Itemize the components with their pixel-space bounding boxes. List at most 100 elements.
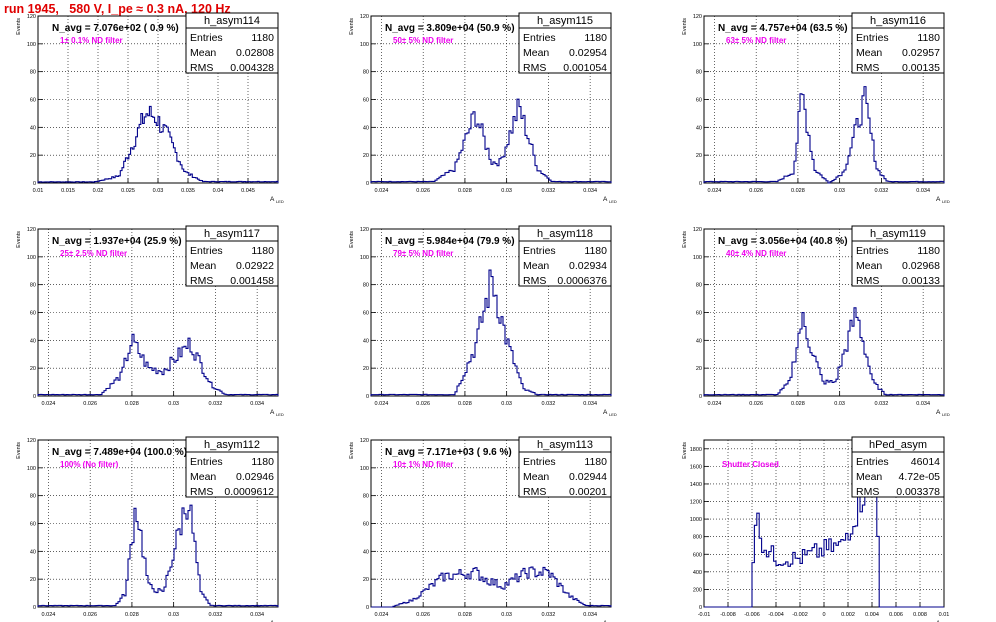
y-tick-label: 20 — [696, 366, 702, 372]
y-axis-label: Events — [682, 18, 688, 35]
x-tick-label: -0.002 — [792, 612, 808, 618]
stat-label: Mean — [856, 47, 882, 59]
filter-annotation: 25± 2.5% ND filter — [60, 249, 127, 258]
stat-value: 1180 — [917, 245, 940, 257]
y-tick-label: 120 — [360, 438, 369, 444]
x-tick-label: 0.024 — [708, 188, 722, 194]
histogram-panel-h_asym113: 0.024 0.026 0.028 0.03 0.032 0.034 0 20 40 60 80 10… — [349, 436, 612, 622]
stat-value: 0.02957 — [902, 47, 940, 59]
stat-value: 1180 — [251, 245, 274, 257]
x-tick-label: 0.035 — [181, 188, 195, 194]
x-axis-label: A — [603, 196, 608, 203]
x-tick-label: 0.045 — [241, 188, 255, 194]
y-tick-label: 20 — [363, 366, 369, 372]
y-tick-label: 120 — [27, 227, 36, 233]
n-avg-label: N_avg = 3.056e+04 (40.8 %) — [718, 236, 848, 247]
y-tick-label: 1000 — [690, 517, 702, 523]
x-tick-label: 0.024 — [42, 401, 56, 407]
x-tick-label: 0.028 — [458, 401, 472, 407]
y-tick-label: 120 — [693, 14, 702, 20]
n-avg-label: N_avg = 7.489e+04 (100.0 %) — [52, 447, 187, 458]
y-tick-label: 100 — [693, 42, 702, 48]
histogram-line — [370, 269, 612, 396]
y-tick-label: 60 — [30, 311, 36, 317]
stats-box — [518, 436, 612, 498]
y-axis-label: Events — [16, 231, 22, 248]
filter-annotation: 79± 5% ND filter — [393, 249, 453, 258]
stat-label: Entries — [856, 32, 889, 44]
x-tick-label: 0.034 — [916, 401, 930, 407]
stat-label: Entries — [190, 245, 223, 257]
y-tick-label: 100 — [360, 466, 369, 472]
x-tick-label: 0.032 — [542, 188, 556, 194]
x-tick-label: 0.034 — [583, 188, 597, 194]
histogram-panel-h_asym112: 0.024 0.026 0.028 0.03 0.032 0.034 0 20 40 60 80 10… — [16, 436, 279, 622]
y-tick-label: 60 — [30, 522, 36, 528]
y-axis-label: Events — [682, 442, 688, 459]
x-tick-label: 0.028 — [458, 612, 472, 618]
x-tick-label: -0.008 — [720, 612, 736, 618]
histogram-panel-h_asym118: 0.024 0.026 0.028 0.03 0.032 0.034 0 20 40 60 80 10… — [349, 225, 617, 417]
y-tick-label: 80 — [696, 283, 702, 289]
stats-box — [851, 225, 945, 287]
x-tick-label: 0.04 — [213, 188, 224, 194]
stat-value: 0.001458 — [230, 275, 274, 287]
stat-value: 46014 — [911, 456, 940, 468]
filter-annotation: Shutter Closed — [722, 460, 779, 469]
histogram-line — [371, 566, 612, 608]
stat-value: 4.72e-05 — [899, 471, 941, 483]
stat-label: Mean — [190, 260, 216, 272]
stat-value: 0.00201 — [569, 486, 607, 498]
histogram-name: h_asym119 — [870, 228, 926, 240]
stat-label: RMS — [190, 275, 213, 287]
y-tick-label: 1600 — [690, 464, 702, 470]
stat-value: 0.0009612 — [224, 486, 274, 498]
x-tick-label: 0.024 — [375, 612, 389, 618]
n-avg-label: N_avg = 1.937e+04 (25.9 %) — [52, 236, 182, 247]
stats-box — [851, 436, 945, 498]
x-tick-label: 0.032 — [209, 401, 223, 407]
x-axis-label: A — [936, 409, 941, 416]
y-tick-label: 1200 — [690, 500, 702, 506]
filter-annotation: 50± 5% ND filter — [393, 36, 453, 45]
x-tick-label: 0.034 — [583, 401, 597, 407]
stat-value: 1180 — [251, 32, 274, 44]
y-tick-label: 20 — [363, 153, 369, 159]
y-tick-label: 60 — [30, 98, 36, 104]
x-tick-label: 0.004 — [865, 612, 879, 618]
x-tick-label: 0.026 — [749, 188, 763, 194]
stat-label: Entries — [190, 456, 223, 468]
y-tick-label: 1800 — [690, 447, 702, 453]
x-tick-label: 0.006 — [889, 612, 903, 618]
y-tick-label: 0 — [33, 394, 36, 400]
x-axis-label: A — [270, 409, 275, 416]
x-tick-label: 0.034 — [916, 188, 930, 194]
stats-box — [185, 436, 279, 498]
histogram-name: h_asym116 — [870, 15, 926, 27]
y-axis-label: Events — [349, 18, 355, 35]
y-tick-label: 0 — [699, 394, 702, 400]
x-tick-label: 0.03 — [168, 612, 179, 618]
x-tick-label: 0.002 — [841, 612, 855, 618]
y-tick-label: 80 — [363, 283, 369, 289]
y-tick-label: 40 — [363, 549, 369, 555]
x-tick-label: -0.006 — [744, 612, 760, 618]
x-axis-label-sub: LED — [609, 412, 617, 417]
histogram-line — [37, 333, 279, 396]
y-tick-label: 20 — [30, 153, 36, 159]
stat-value: 0.0006376 — [557, 275, 607, 287]
y-tick-label: 20 — [696, 153, 702, 159]
histogram-line — [703, 86, 945, 184]
x-tick-label: 0.028 — [458, 188, 472, 194]
stat-value: 0.02934 — [569, 260, 607, 272]
y-tick-label: 100 — [27, 255, 36, 261]
histogram-name: h_asym115 — [537, 15, 593, 27]
stat-label: RMS — [856, 62, 879, 74]
stat-label: RMS — [190, 486, 213, 498]
x-tick-label: 0.028 — [125, 612, 139, 618]
x-tick-label: 0.025 — [121, 188, 135, 194]
filter-annotation: 63± 5% ND filter — [726, 36, 786, 45]
x-tick-label: 0.034 — [250, 401, 264, 407]
y-axis-label: Events — [682, 231, 688, 248]
stat-value: 1180 — [917, 32, 940, 44]
